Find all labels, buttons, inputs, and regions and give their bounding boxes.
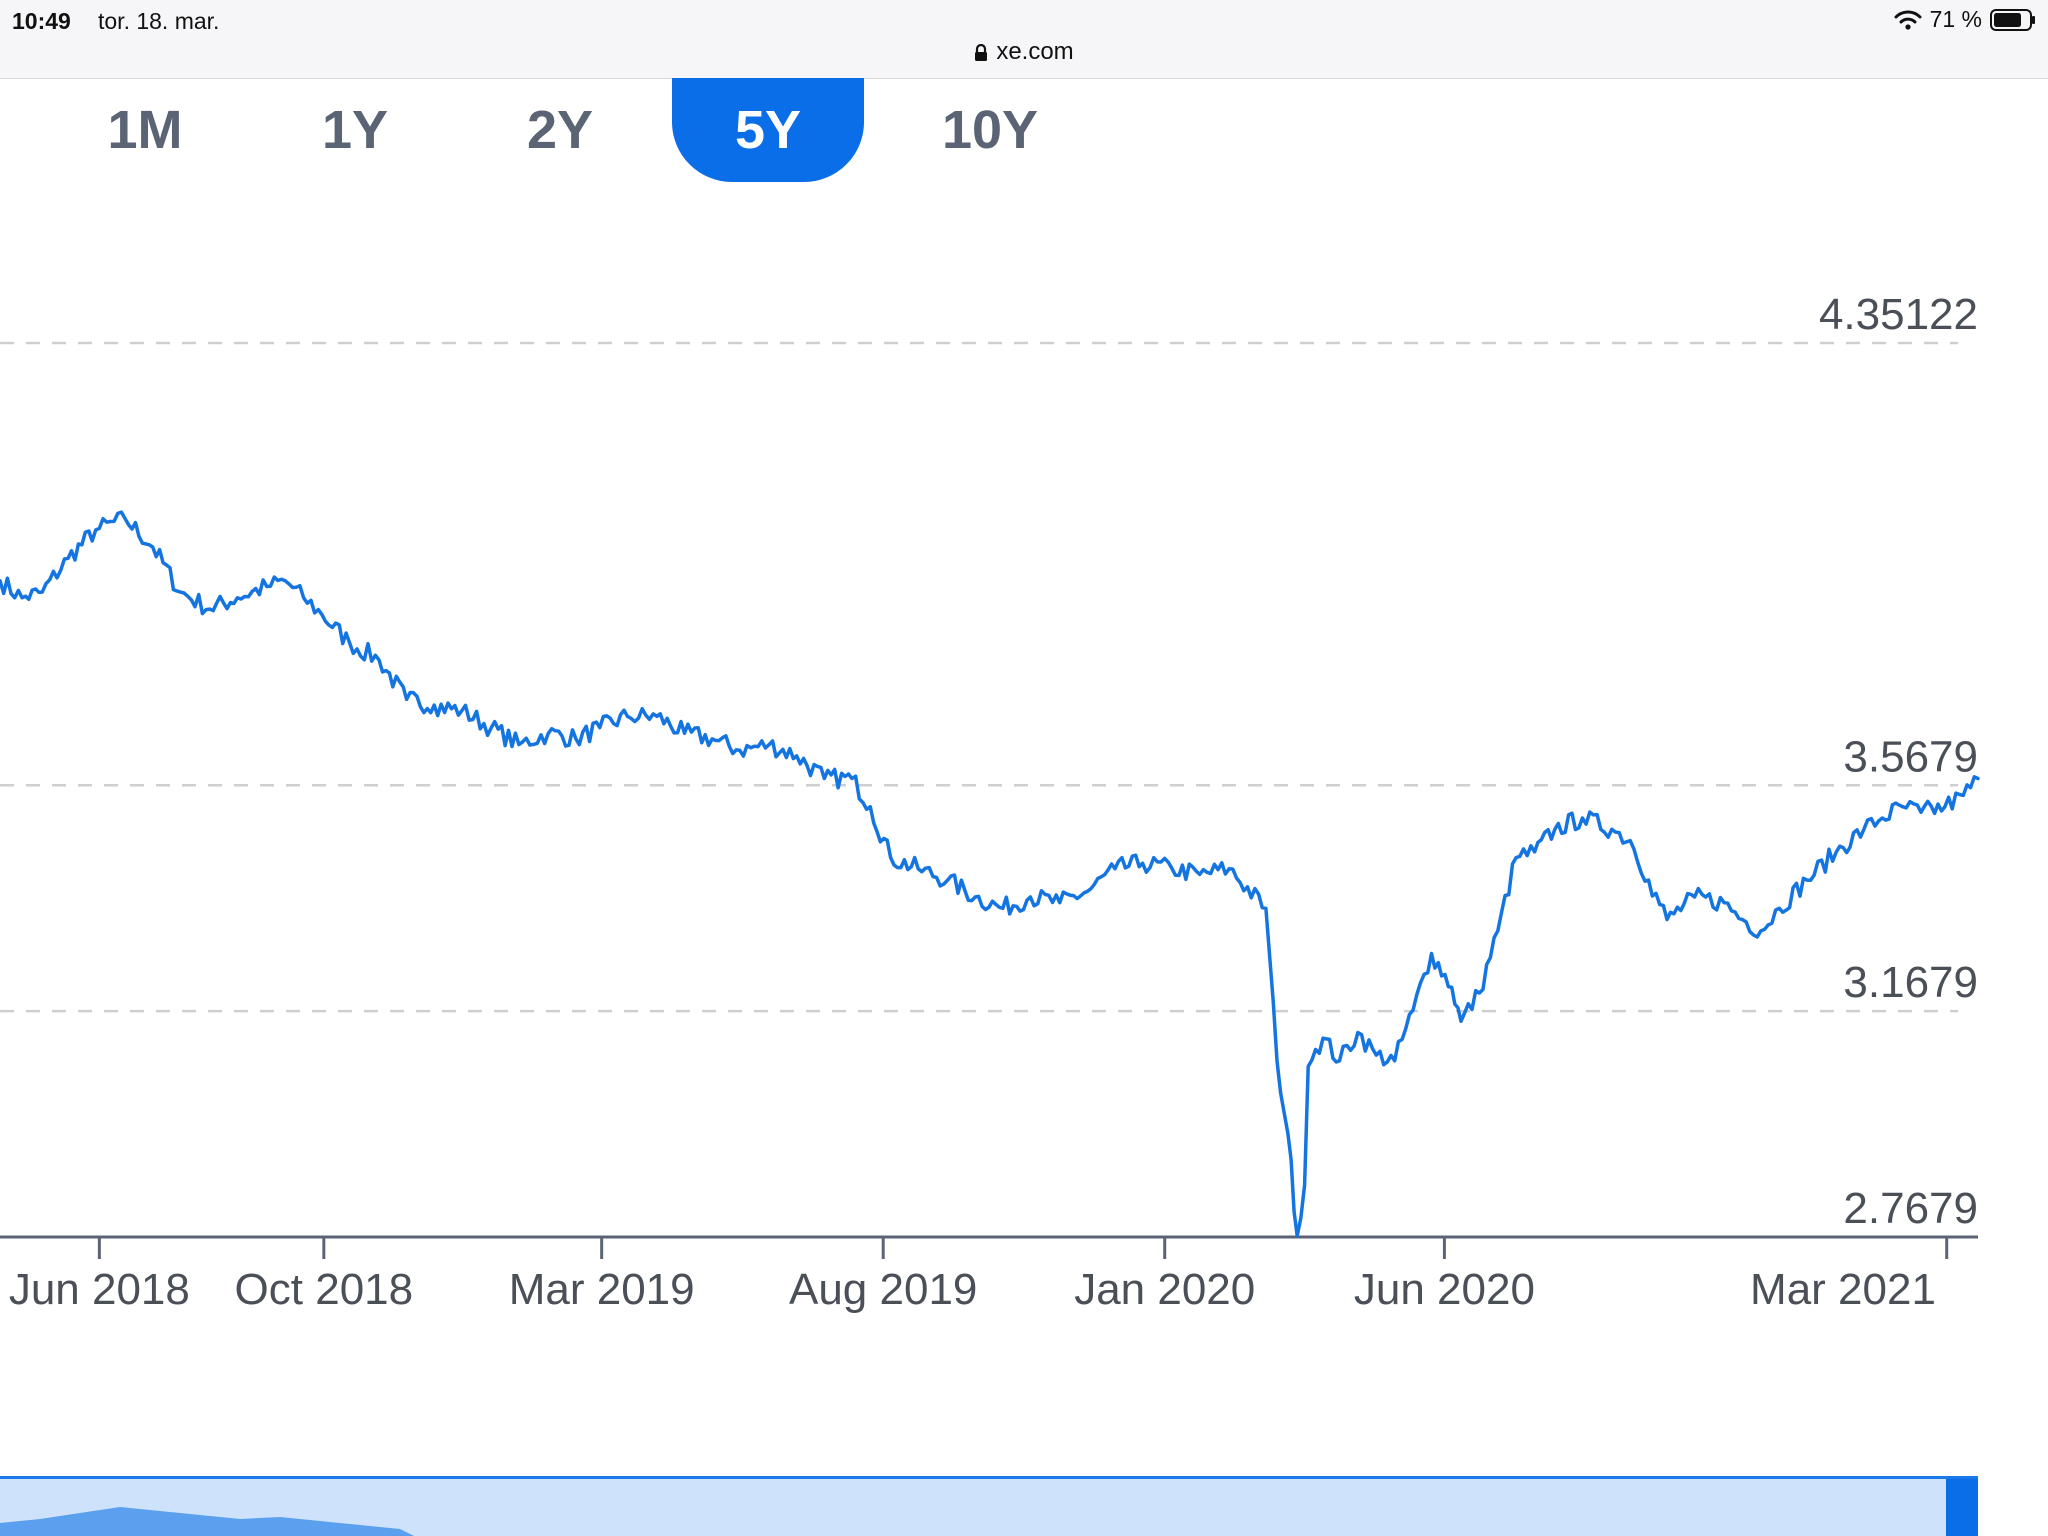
navigator-handle[interactable] [1946,1479,1978,1536]
status-date: tor. 18. mar. [98,8,220,34]
tab-2y[interactable]: 2Y [500,78,620,182]
status-bar: 10:49 tor. 18. mar. xe.com 71 % [0,0,2048,79]
address-bar[interactable]: xe.com [0,38,2048,66]
y-axis-labels: 4.35122 3.5679 3.1679 2.7679 [1819,290,1978,1233]
tab-1y[interactable]: 1Y [300,78,410,182]
x-tick-label: Mar 2021 [1750,1265,1936,1314]
tab-10y[interactable]: 10Y [920,78,1060,182]
status-time: 10:49 [12,8,71,34]
series-line [0,510,1980,1238]
x-tick-label: Jan 2020 [1074,1265,1255,1314]
url-text: xe.com [996,38,1074,65]
exchange-rate-chart[interactable]: 4.35122 3.5679 3.1679 2.7679 Jun 2018 Oct 20… [0,188,2048,1328]
x-tick-label: Aug 2019 [789,1265,977,1314]
tab-1m[interactable]: 1M [90,78,200,182]
navigator-preview [0,1507,414,1536]
x-tick-label: Jun 2020 [1354,1265,1535,1314]
y-tick-label: 4.35122 [1819,290,1978,339]
y-tick-label: 2.7679 [1843,1184,1978,1233]
status-indicators: 71 % [1894,6,2036,33]
x-tick-label: Oct 2018 [235,1265,414,1314]
tab-5y[interactable]: 5Y [672,78,864,182]
lock-icon [975,44,988,61]
y-tick-label: 3.5679 [1843,732,1978,781]
x-tick-label: Mar 2019 [509,1265,695,1314]
x-axis-ticks: Jun 2018 Oct 2018 Mar 2019 Aug 2019 Jan 2020… [9,1237,1949,1314]
range-tabs: 1M 1Y 2Y 5Y 10Y [0,78,2048,188]
y-tick-label: 3.1679 [1843,958,1978,1007]
x-tick-label: Jun 2018 [9,1265,190,1314]
battery-icon [1990,8,2035,31]
wifi-icon [1894,10,1922,30]
battery-percent: 71 % [1929,6,1982,32]
range-navigator[interactable] [0,1476,1978,1536]
